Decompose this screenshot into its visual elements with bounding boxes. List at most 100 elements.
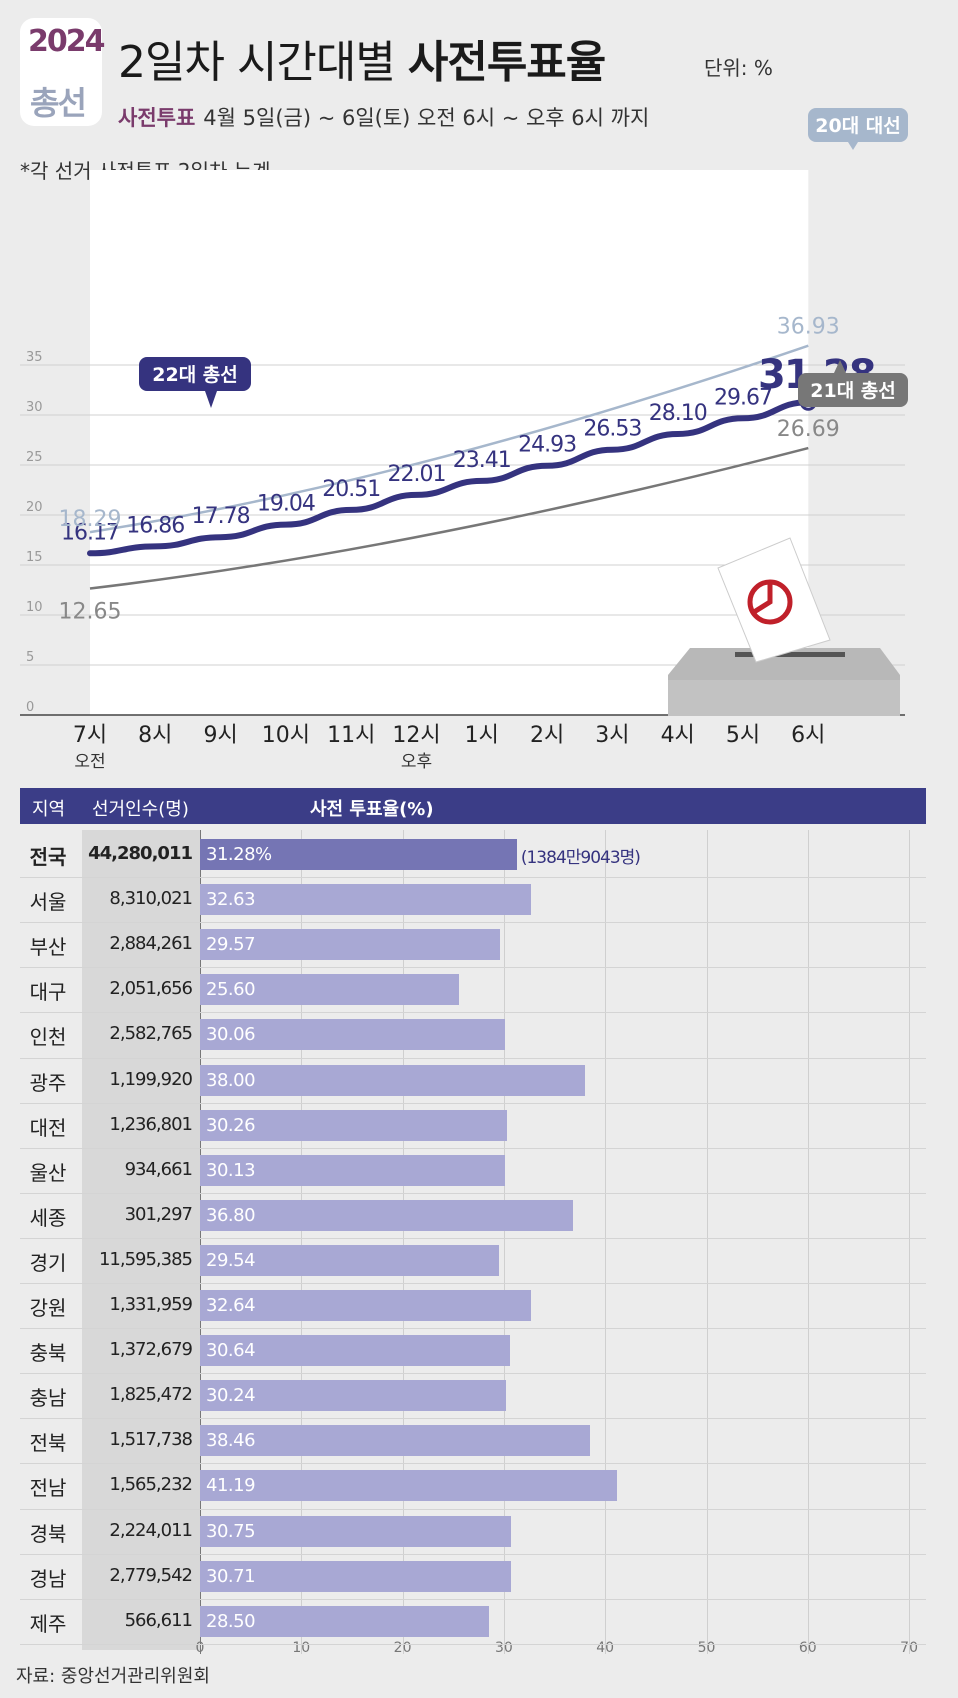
bar-value-label: 30.64 xyxy=(206,1340,256,1362)
bar: 30.06 xyxy=(200,1019,505,1051)
region-name: 광주 xyxy=(29,1070,67,1095)
series-line-20th-presidential xyxy=(89,344,809,534)
ballot-box-body xyxy=(668,680,900,716)
x-tick-label: 0 xyxy=(195,1640,205,1656)
x-tick-label: 20 xyxy=(393,1640,412,1656)
data-label-22nd: 29.67 xyxy=(714,385,772,410)
x-tick-label: 9시 xyxy=(203,723,237,748)
bar-value-label: 32.63 xyxy=(206,889,256,911)
data-label-22nd: 26.53 xyxy=(583,417,641,442)
bar-value-label: 38.00 xyxy=(206,1069,256,1091)
column-region: 지역 xyxy=(32,799,66,820)
voter-count: 8,310,021 xyxy=(109,888,193,910)
y-tick-label: 35 xyxy=(26,350,43,365)
y-tick-label: 20 xyxy=(26,500,43,515)
data-label-22nd: 23.41 xyxy=(453,448,511,473)
voters-column-bg xyxy=(82,830,200,1650)
national-voter-note: (1384만9043명) xyxy=(520,848,641,868)
region-name: 인천 xyxy=(29,1025,67,1050)
voter-count: 1,565,232 xyxy=(109,1474,193,1496)
region-name: 울산 xyxy=(29,1160,67,1185)
row-divider xyxy=(20,1012,926,1014)
x-tick-label: 11시 xyxy=(327,723,375,748)
bar: 29.57 xyxy=(200,929,500,961)
election-logo: 2024 총선 xyxy=(20,18,105,126)
voter-count: 934,661 xyxy=(124,1158,193,1180)
y-tick-label: 30 xyxy=(26,400,43,415)
x-tick-label: 2시 xyxy=(530,723,564,748)
bar-value-label: 38.46 xyxy=(206,1430,256,1452)
series-tag-20th-presidential-bg xyxy=(808,108,908,142)
series-line-22nd-general xyxy=(87,399,812,557)
bar: 30.26 xyxy=(200,1109,507,1141)
voter-count: 1,236,801 xyxy=(109,1113,193,1135)
column-voters: 선거인수(명) xyxy=(92,799,189,820)
row-divider xyxy=(20,922,926,924)
row-divider xyxy=(20,1102,926,1104)
y-tick-label: 0 xyxy=(26,700,34,715)
row-divider xyxy=(20,1237,926,1239)
voter-count: 2,051,656 xyxy=(109,978,193,1000)
region-name: 전남 xyxy=(29,1476,67,1501)
row-divider xyxy=(20,1328,926,1330)
bar: 32.64 xyxy=(200,1290,531,1321)
subtitle-period: 4월 5일(금) ~ 6일(토) 오전 6시 ~ 오후 6시 까지 xyxy=(203,106,650,130)
bar-grid-line xyxy=(200,830,201,1654)
bar-value-label: 29.54 xyxy=(206,1249,256,1271)
region-name: 전북 xyxy=(29,1431,67,1456)
table-header: 지역 선거인수(명) 사전 투표율(%) xyxy=(20,788,926,824)
row-divider xyxy=(20,1283,926,1284)
bar: 41.19 xyxy=(200,1470,618,1502)
bar: 38.00 xyxy=(200,1064,585,1096)
row-divider xyxy=(20,1643,926,1645)
voter-count: 566,611 xyxy=(124,1609,193,1631)
subtitle: 사전투표 4월 5일(금) ~ 6일(토) 오전 6시 ~ 오후 6시 까지 xyxy=(118,102,649,132)
page-title: 2일차 시간대별 사전투표율 xyxy=(118,37,606,88)
region-name: 대전 xyxy=(29,1115,67,1140)
series-tag-20th-presidential-pointer xyxy=(848,142,858,150)
voter-count: 2,224,011 xyxy=(109,1519,193,1541)
x-sub-label: 오후 xyxy=(401,752,432,772)
y-tick-label: 15 xyxy=(26,550,43,565)
region-name: 경남 xyxy=(29,1566,67,1591)
region-name: 경북 xyxy=(29,1521,67,1546)
data-label-21st-end: 26.69 xyxy=(777,417,840,442)
x-tick-label: 10 xyxy=(292,1640,311,1656)
voter-count: 1,517,738 xyxy=(109,1429,193,1451)
bar: 30.24 xyxy=(200,1380,507,1412)
voter-count: 301,297 xyxy=(124,1203,193,1225)
x-tick-label: 70 xyxy=(900,1640,918,1656)
row-divider xyxy=(20,1508,926,1510)
x-tick-label: 1시 xyxy=(465,723,499,748)
region-name: 경기 xyxy=(29,1250,67,1275)
source-credit: 자료: 중앙선거관리위원회 xyxy=(16,1666,210,1687)
region-name: 전국 xyxy=(29,845,67,869)
bar-value-label: 25.60 xyxy=(206,979,256,1001)
row-divider xyxy=(20,1147,926,1149)
bar: 31.28% xyxy=(200,839,517,870)
region-name: 세종 xyxy=(29,1205,67,1230)
bar: 28.50 xyxy=(200,1605,489,1637)
voter-count: 44,280,011 xyxy=(88,843,193,864)
ballot-slot xyxy=(735,652,845,657)
bar: 38.46 xyxy=(200,1425,590,1457)
x-tick-label: 40 xyxy=(596,1640,615,1656)
series-line-21st-general xyxy=(89,446,809,590)
data-label-22nd: 20.51 xyxy=(322,477,380,502)
region-name: 강원 xyxy=(29,1296,67,1320)
region-name: 충북 xyxy=(29,1341,67,1366)
x-tick-label: 50 xyxy=(697,1640,716,1656)
region-name: 부산 xyxy=(29,935,67,960)
y-tick-label: 25 xyxy=(26,450,43,465)
data-label-20th-start: 18.29 xyxy=(59,507,122,532)
bar-value-label: 36.80 xyxy=(206,1204,256,1226)
data-label-22nd: 22.01 xyxy=(388,462,446,487)
ballot-paper xyxy=(717,537,831,663)
row-divider xyxy=(20,1463,926,1465)
x-tick-label: 6시 xyxy=(791,723,825,748)
data-label-22nd: 19.04 xyxy=(257,492,315,517)
bar: 29.54 xyxy=(200,1244,500,1276)
row-divider xyxy=(20,1418,926,1420)
voter-count: 1,372,679 xyxy=(109,1339,193,1361)
bar-value-label: 30.75 xyxy=(206,1520,256,1542)
